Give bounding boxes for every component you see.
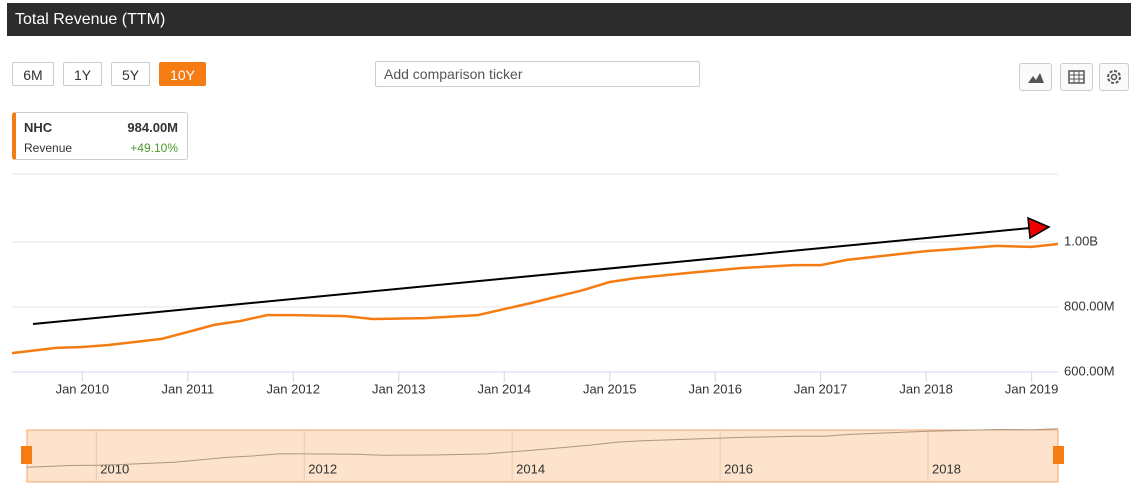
plot-area: 600.00M 800.00M 1.00B Jan 2010 Jan 2011 Jan 2… <box>11 233 1115 396</box>
x-tick-label: Jan 2013 <box>372 381 426 396</box>
navigator-tick-label: 2010 <box>100 461 129 476</box>
navigator-handle[interactable] <box>21 446 32 464</box>
navigator-tick-label: 2012 <box>308 461 337 476</box>
legend-value: 984.00M <box>127 120 178 135</box>
range-button[interactable]: 5Y <box>111 62 150 86</box>
trend-arrow-head <box>1027 216 1051 240</box>
x-tick-label: Jan 2012 <box>267 381 321 396</box>
x-tick-label: Jan 2017 <box>794 381 848 396</box>
x-tick-label: Jan 2011 <box>162 381 215 396</box>
icon <box>1107 70 1121 84</box>
navigator-tick-label: 2016 <box>724 461 753 476</box>
range-button[interactable]: 10Y <box>159 62 206 86</box>
navigator-tick-label: 2014 <box>516 461 545 476</box>
range-button[interactable]: 1Y <box>63 62 102 86</box>
settings-button[interactable] <box>1099 63 1129 91</box>
icon <box>1028 73 1044 83</box>
y-tick-label: 800.00M <box>1064 298 1115 313</box>
x-tick-label: Jan 2018 <box>899 381 953 396</box>
y-tick-label: 600.00M <box>1064 363 1115 378</box>
range-button[interactable]: 6M <box>12 62 54 86</box>
navigator-content: 2010 2012 2014 2016 2018 <box>26 428 1059 482</box>
table-button[interactable] <box>1060 63 1093 91</box>
navigator-line <box>26 428 1059 468</box>
navigator-tick-label: 2018 <box>932 461 961 476</box>
navigator[interactable] <box>26 429 1059 483</box>
series-line <box>11 242 1059 355</box>
legend-metric: Revenue <box>24 141 73 155</box>
x-tick-label: Jan 2014 <box>477 381 531 396</box>
legend-change: +49.10% <box>130 141 178 155</box>
x-tick-label: Jan 2010 <box>56 381 110 396</box>
chart-type-button[interactable] <box>1019 63 1052 91</box>
y-tick-label: 1.00B <box>1064 233 1098 248</box>
legend-ticker: NHC <box>24 120 53 135</box>
navigator-handle[interactable] <box>1053 446 1064 464</box>
trend-arrow <box>32 227 1031 325</box>
x-tick-label: Jan 2015 <box>583 381 637 396</box>
icon <box>1068 70 1085 84</box>
x-tick-label: Jan 2019 <box>1005 381 1059 396</box>
x-tick-label: Jan 2016 <box>688 381 742 396</box>
comparison-input[interactable]: Add comparison ticker <box>375 61 700 87</box>
legend-box: NHC 984.00M Revenue +49.10% <box>12 112 188 160</box>
header-title: Total Revenue (TTM) <box>7 3 1131 36</box>
